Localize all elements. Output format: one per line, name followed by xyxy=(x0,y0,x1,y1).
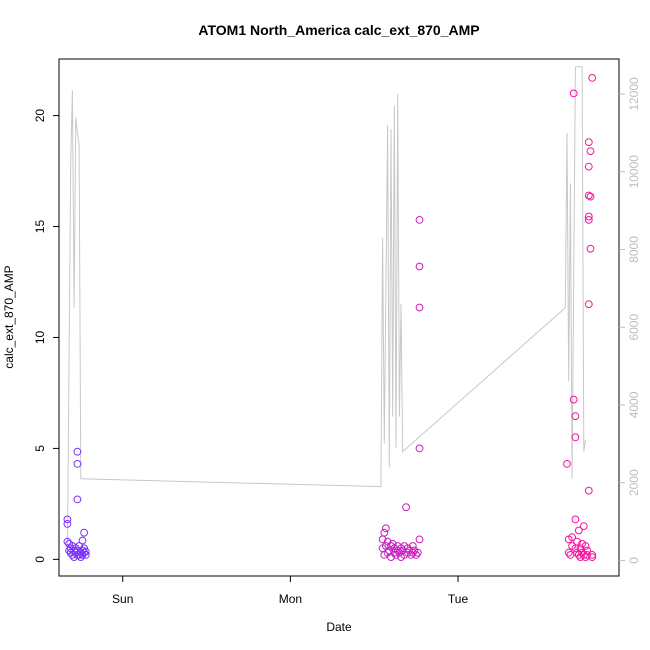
y-tick-label: 15 xyxy=(33,220,47,234)
points-layer xyxy=(63,74,597,561)
y-tick-label: 0 xyxy=(33,556,47,563)
y2-tick-label: 0 xyxy=(627,557,641,564)
data-point xyxy=(584,138,593,147)
chart-title: ATOM1 North_America calc_ext_870_AMP xyxy=(198,22,479,38)
y-axis: 0 5 10 15 20 xyxy=(33,109,59,563)
secondary-line-layer xyxy=(66,66,586,557)
data-point xyxy=(73,447,82,456)
data-point xyxy=(63,520,72,528)
data-point xyxy=(566,551,575,559)
y2-tick-label: 4000 xyxy=(627,391,641,418)
data-point xyxy=(569,395,578,404)
data-point xyxy=(81,547,90,556)
data-point xyxy=(588,551,597,559)
data-point xyxy=(588,553,597,561)
data-point xyxy=(584,216,593,224)
y2-tick-label: 10000 xyxy=(627,155,641,189)
y2-tick-label: 2000 xyxy=(627,469,641,496)
data-point xyxy=(412,551,421,559)
data-point xyxy=(571,515,580,524)
x-tick-label: Tue xyxy=(448,592,469,606)
x-axis: Sun Mon Tue xyxy=(112,576,468,606)
data-point xyxy=(584,191,593,200)
data-point xyxy=(81,551,90,559)
data-point xyxy=(579,522,588,530)
data-point xyxy=(415,444,424,453)
data-point xyxy=(574,526,583,535)
y2-tick-label: 8000 xyxy=(627,236,641,263)
data-point xyxy=(73,460,82,468)
data-point xyxy=(380,528,389,537)
data-point xyxy=(588,74,597,82)
data-point xyxy=(415,216,424,224)
data-point xyxy=(586,192,595,201)
data-point xyxy=(388,539,397,548)
data-point xyxy=(571,412,580,421)
data-point xyxy=(584,300,593,309)
data-point xyxy=(63,537,72,546)
x-axis-label: Date xyxy=(326,620,352,634)
x-tick-label: Mon xyxy=(279,592,302,606)
data-point xyxy=(80,528,88,537)
data-point xyxy=(584,486,593,495)
data-point xyxy=(563,460,571,468)
data-point xyxy=(564,548,573,557)
data-point xyxy=(568,533,576,542)
data-point xyxy=(569,89,578,98)
data-point xyxy=(584,212,593,221)
data-point xyxy=(415,535,424,544)
data-point xyxy=(415,262,424,271)
y-tick-label: 10 xyxy=(33,330,47,344)
secondary-y-axis: 0 2000 4000 6000 8000 10000 12000 xyxy=(619,77,641,564)
data-point xyxy=(583,546,591,555)
data-point xyxy=(403,544,412,553)
data-point xyxy=(573,537,581,546)
data-point xyxy=(63,515,72,524)
data-point xyxy=(413,548,422,557)
y-axis-label: calc_ext_870_AMP xyxy=(2,265,16,368)
data-point xyxy=(581,553,590,561)
y2-tick-label: 6000 xyxy=(627,314,641,341)
data-point xyxy=(576,544,585,553)
x-tick-label: Sun xyxy=(112,592,133,606)
data-point xyxy=(78,536,87,545)
y2-tick-label: 12000 xyxy=(627,77,641,111)
data-point xyxy=(586,244,595,253)
data-point xyxy=(73,495,82,504)
data-point xyxy=(584,162,593,171)
plot-frame xyxy=(58,58,620,577)
data-point xyxy=(80,548,88,557)
data-point xyxy=(581,542,590,550)
secondary-series-line xyxy=(66,66,586,557)
data-point xyxy=(402,503,411,512)
data-point xyxy=(583,551,591,559)
y-tick-label: 20 xyxy=(33,109,47,123)
data-point xyxy=(586,147,595,156)
data-point xyxy=(382,524,390,533)
y-tick-label: 5 xyxy=(33,445,47,452)
data-point xyxy=(571,433,580,442)
data-point xyxy=(415,303,424,312)
